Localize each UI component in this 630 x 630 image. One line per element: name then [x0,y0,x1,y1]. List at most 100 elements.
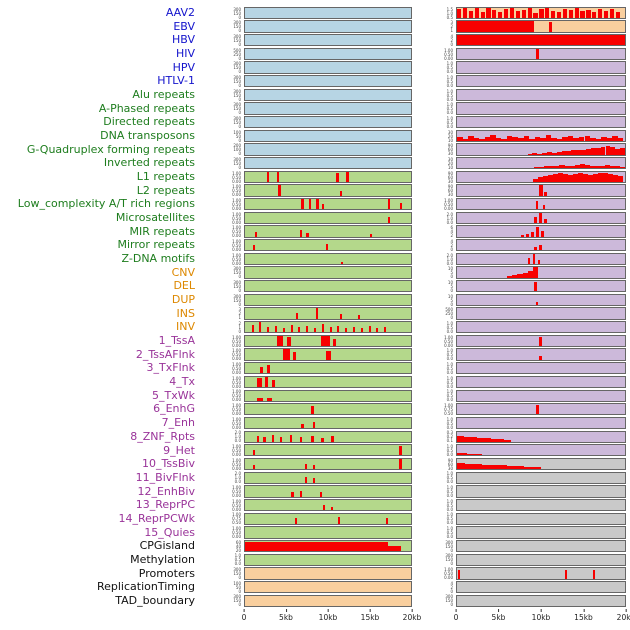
y-tick-label: 0.0 [446,534,453,540]
data-bar [545,7,550,18]
data-bar [556,138,563,142]
track-label: INS [176,306,195,320]
y-axis-ticks: 1.0 0.5 0.0 [412,526,456,540]
data-bar [468,10,473,18]
y-tick-label: 300 [445,594,453,600]
data-bar [551,152,557,155]
y-tick-label: 0.50 [232,520,241,526]
x-axis-tick: 0 [241,608,247,622]
y-tick-label: 4 [450,33,453,39]
data-bar [467,453,473,456]
y-tick-label: 0.5 [446,475,453,481]
y-tick-label: 500 [445,307,453,313]
data-bar [301,423,304,429]
track-label: INV [176,320,195,334]
y-tick-label: 0.00 [232,356,241,362]
track-panel-right [456,334,626,348]
y-axis-ticks: 1.00 0.50 0.00 [200,348,244,362]
data-bar [468,136,474,142]
track-panel-right [456,280,626,293]
y-axis-ticks: 1.0 0.5 0.0 [412,512,456,526]
data-bar [533,12,538,18]
track-label: HIV [175,47,195,61]
y-axis-ticks: 100 50 0 [200,580,244,594]
y-tick-label: 300 [233,156,241,162]
track-label: 2_TssAFlnk [135,347,195,361]
data-bar [509,7,515,18]
data-bar [530,232,535,237]
data-bar [294,517,297,524]
data-bar [472,453,478,456]
track-label: HBV [171,33,195,47]
y-tick-label: 0.5 [446,420,453,426]
y-axis-ticks: 300 150 0 [200,567,244,581]
y-tick-label: 2 [450,37,453,43]
track-panel-left [244,198,412,211]
y-axis-ticks: 1.00 0.50 0.00 [200,170,244,184]
track-row: Microsatellites 1.00 0.50 0.00 2.0 1.0 0.0 [0,211,630,225]
y-tick-label: 150 [233,571,241,577]
y-tick-label: 1.0 [446,61,453,67]
y-tick-label: 100 [233,129,241,135]
y-axis-ticks: 300 150 0 [412,553,456,567]
data-bar [599,165,605,169]
data-bar [336,172,339,183]
data-bar [554,165,560,169]
track-label: TAD_boundary [115,593,195,607]
data-bar [557,173,563,183]
data-bar [547,152,552,155]
y-axis-ticks: 300 150 0 [200,293,244,307]
data-bar [571,150,577,155]
y-tick-label: 0 [238,287,241,293]
y-axis-ticks: 200 100 0 [200,143,244,157]
track-label: 14_ReprPCWk [118,511,195,525]
y-tick-label: 0 [238,328,241,334]
data-bar [589,165,595,169]
track-row: HPV 300 150 0 1.0 0.5 0.0 [0,61,630,75]
data-bar [539,185,543,196]
track-row: HIV 500 250 0 1.00 0.50 0.00 [0,47,630,61]
data-bar [534,281,538,292]
track-panel-left [244,526,412,539]
track-row: DNA transposons 100 50 0 30 20 10 [0,129,630,143]
data-bar [480,11,485,18]
track-label: DNA transposons [100,129,195,143]
track-panel-left [244,239,412,252]
track-label: Mirror repeats [117,238,196,252]
x-axis-panel: 0 5kb 10kb 15kb 20kb [241,608,421,628]
data-bar [527,153,533,155]
data-bar [254,232,258,237]
y-axis-ticks: 1.00 0.50 0.00 [200,498,244,512]
y-tick-label: 0.50 [232,461,241,467]
data-bar [549,22,552,32]
data-bar [387,545,402,552]
y-tick-label: 0.00 [232,178,241,184]
y-axis-ticks: 1.0 0.5 0.0 [412,361,456,375]
data-bar [387,217,390,224]
data-bar [384,326,387,333]
track-label: AAV2 [165,6,195,19]
data-bar [256,377,262,388]
data-bar [259,366,264,374]
y-tick-label: 1.00 [232,238,241,244]
data-bar [253,465,256,470]
track-row: L1 repeats 1.00 0.50 0.00 90 60 30 [0,170,630,184]
track-label: 10_TssBiv [142,457,195,471]
track-label: 12_EnhBiv [137,484,195,498]
data-bar [525,233,530,237]
data-bar [588,175,594,183]
track-label: A-Phased repeats [98,101,195,115]
y-tick-label: 300 [233,74,241,80]
track-label: DUP [171,293,195,307]
y-tick-label: 10 [447,279,453,285]
y-axis-ticks: 30 20 10 [412,129,456,143]
track-label: 11_BivFlnk [135,470,195,484]
y-tick-label: 1.00 [232,498,241,504]
data-bar [542,204,545,210]
y-tick-label: 1.0 [234,553,241,559]
track-row: CPGisland 60 40 20 300 150 0 [0,539,630,553]
data-bar [532,179,538,183]
track-panel-left [244,334,412,348]
data-bar [299,490,302,497]
